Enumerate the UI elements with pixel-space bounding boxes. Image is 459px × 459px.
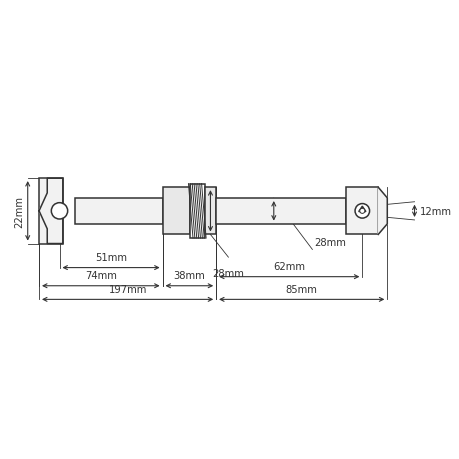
Text: 62mm: 62mm — [273, 262, 305, 272]
Text: 28mm: 28mm — [314, 238, 346, 247]
Circle shape — [359, 209, 364, 214]
Bar — [204, 188, 216, 235]
Circle shape — [354, 204, 369, 218]
Polygon shape — [39, 193, 47, 230]
Text: 85mm: 85mm — [285, 284, 317, 294]
Bar — [216, 199, 346, 224]
Bar — [190, 184, 204, 239]
Text: 197mm: 197mm — [108, 284, 146, 294]
Text: 74mm: 74mm — [85, 271, 117, 281]
Text: 38mm: 38mm — [173, 271, 205, 281]
Text: 22mm: 22mm — [14, 196, 24, 227]
Text: 28mm: 28mm — [212, 269, 244, 279]
Text: 51mm: 51mm — [95, 252, 127, 263]
Polygon shape — [358, 207, 365, 212]
Bar — [162, 188, 190, 235]
Bar — [39, 179, 63, 244]
Bar — [346, 188, 377, 235]
Bar — [75, 199, 162, 224]
Polygon shape — [377, 188, 386, 235]
Text: 12mm: 12mm — [419, 207, 451, 216]
Circle shape — [51, 203, 67, 219]
